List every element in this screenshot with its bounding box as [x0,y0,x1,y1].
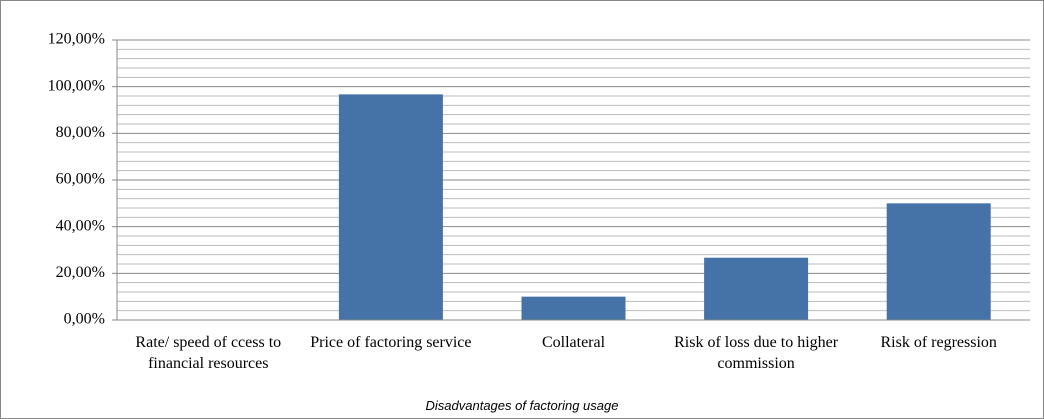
bar [521,296,626,320]
x-tick-label: Price of factoring service [310,334,472,351]
x-tick-label: Risk of regression [880,334,997,351]
y-tick-label: 40,00% [56,217,105,234]
bar [338,94,443,320]
x-tick-label: Risk of loss due to higher commission [674,334,839,372]
x-tick-label: Collateral [541,334,606,351]
bar [886,203,991,320]
y-tick-label: 120,00% [48,31,105,48]
y-tick-label: 80,00% [56,124,105,141]
x-axis-label: Disadvantages of factoring usage [425,398,619,413]
y-tick-label: 60,00% [56,171,105,188]
x-tick-label: Rate/ speed of ccess to financial resour… [135,334,282,372]
y-tick-label: 100,00% [48,77,105,94]
bar [704,257,809,320]
y-tick-label: 0,00% [64,311,105,328]
y-tick-label: 20,00% [56,264,105,281]
